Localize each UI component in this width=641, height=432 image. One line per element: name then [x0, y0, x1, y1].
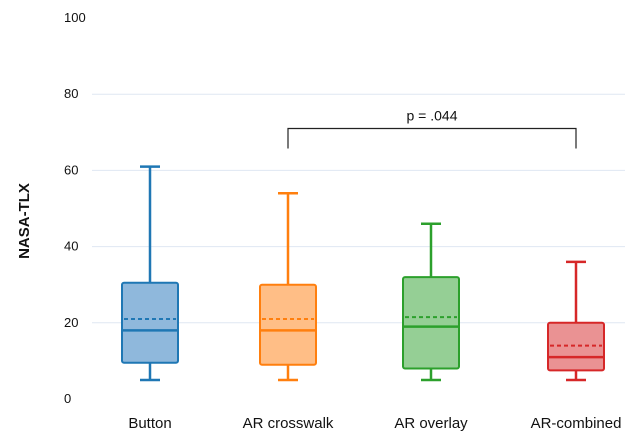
x-category-label: AR overlay [394, 415, 468, 432]
y-tick-label: 60 [64, 162, 78, 177]
y-tick-label: 20 [64, 315, 78, 330]
grid-layer [92, 93, 625, 324]
y-axis-title: NASA-TLX [16, 183, 33, 259]
box-group [402, 222, 460, 382]
significance-bracket [287, 127, 577, 149]
box-group [121, 165, 179, 382]
iqr-box [547, 321, 605, 372]
x-category-label: AR-combined [531, 415, 622, 432]
iqr-box [259, 283, 317, 366]
box-group [547, 260, 605, 382]
y-tick-label: 0 [64, 391, 71, 406]
box-group [259, 192, 317, 382]
y-tick-label: 80 [64, 86, 78, 101]
significance-annotations: p = .044 [287, 107, 577, 149]
p-value-label: p = .044 [407, 107, 458, 123]
y-tick-label: 40 [64, 239, 78, 254]
y-tick-label: 100 [64, 10, 86, 25]
boxes-layer [121, 165, 605, 382]
y-tick-labels: 0 20 40 60 80 100 [64, 10, 86, 406]
x-category-label: AR crosswalk [243, 415, 334, 432]
iqr-box [121, 281, 179, 364]
iqr-box [402, 276, 460, 370]
x-category-label: Button [128, 415, 171, 432]
x-category-labels: Button AR crosswalk AR overlay AR-combined [128, 415, 621, 432]
